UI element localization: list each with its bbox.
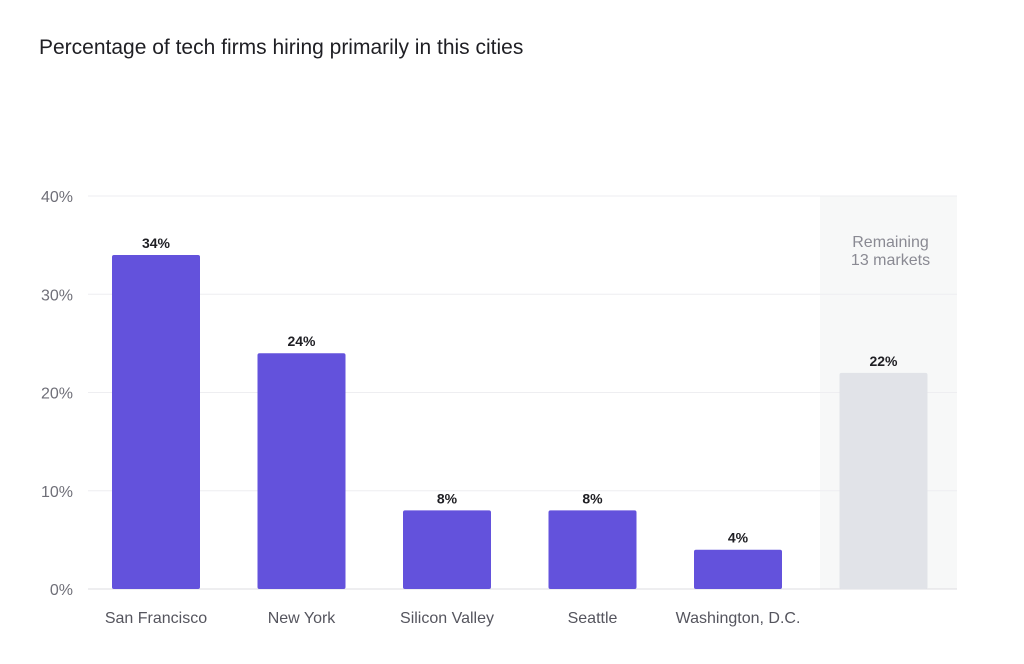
bar-value-label: 4%	[728, 530, 749, 546]
bar	[548, 510, 637, 589]
x-category-label: New York	[268, 610, 337, 627]
remaining-markets-label-line: 13 markets	[851, 252, 930, 269]
bars	[112, 254, 928, 589]
bar	[403, 510, 491, 589]
bar	[694, 549, 782, 589]
bar-value-label: 8%	[437, 490, 458, 506]
x-category-label: Silicon Valley	[400, 610, 494, 627]
x-category-label: Washington, D.C.	[676, 610, 801, 627]
y-tick-label: 20%	[41, 386, 73, 403]
bar	[257, 353, 346, 589]
value-labels: 34% 24% 8% 8% 4% 22%	[142, 235, 898, 546]
y-tick-label: 10%	[41, 484, 73, 501]
remaining-markets-label-line: Remaining	[852, 234, 928, 251]
bar	[112, 254, 200, 589]
chart-title: Percentage of tech firms hiring primaril…	[39, 36, 524, 59]
x-category-label: San Francisco	[105, 610, 207, 627]
bar-value-label: 8%	[582, 490, 603, 506]
bar-value-label: 24%	[287, 333, 316, 349]
y-tick-label: 30%	[41, 287, 73, 304]
bar-value-label: 34%	[142, 235, 171, 251]
y-tick-label: 40%	[41, 189, 73, 206]
bar	[839, 372, 928, 589]
gridlines	[88, 195, 957, 590]
bar-value-label: 22%	[869, 353, 898, 369]
y-axis-ticks: 0% 10% 20% 30% 40%	[41, 189, 73, 599]
x-category-label: Seattle	[568, 610, 618, 627]
x-axis-labels: San Francisco New York Silicon Valley Seatt…	[105, 610, 801, 627]
y-tick-label: 0%	[50, 582, 73, 599]
